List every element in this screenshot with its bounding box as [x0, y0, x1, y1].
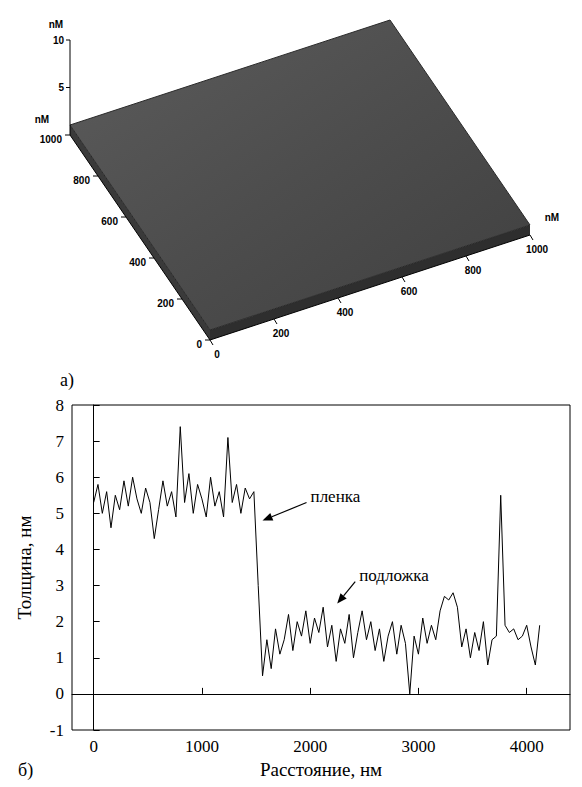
svg-text:1000: 1000: [185, 737, 219, 756]
svg-text:400: 400: [129, 257, 146, 268]
svg-text:0: 0: [89, 737, 98, 756]
svg-text:4: 4: [56, 540, 65, 559]
svg-text:nM: nM: [35, 114, 49, 125]
svg-text:nM: nM: [49, 19, 63, 30]
svg-text:5: 5: [56, 504, 65, 523]
svg-text:600: 600: [101, 216, 118, 227]
svg-text:200: 200: [157, 298, 174, 309]
svg-text:200: 200: [273, 328, 290, 339]
svg-text:2: 2: [56, 612, 65, 631]
svg-text:0: 0: [214, 349, 220, 360]
svg-text:800: 800: [465, 265, 482, 276]
svg-text:7: 7: [56, 432, 65, 451]
svg-text:б): б): [18, 760, 33, 781]
svg-text:-1: -1: [50, 721, 64, 740]
svg-text:3000: 3000: [401, 737, 435, 756]
svg-text:800: 800: [73, 175, 90, 186]
svg-text:1: 1: [56, 648, 65, 667]
svg-text:6: 6: [56, 468, 65, 487]
svg-text:2000: 2000: [293, 737, 327, 756]
svg-text:1000: 1000: [40, 134, 63, 145]
svg-text:10: 10: [53, 35, 65, 46]
svg-text:600: 600: [401, 286, 418, 297]
svg-text:Толщина, нм: Толщина, нм: [14, 516, 35, 620]
svg-text:4000: 4000: [510, 737, 544, 756]
svg-text:400: 400: [337, 307, 354, 318]
svg-text:а): а): [60, 370, 74, 391]
svg-text:0: 0: [196, 339, 202, 350]
svg-text:подложка: подложка: [359, 566, 429, 585]
svg-text:Расстояние, нм: Расстояние, нм: [260, 759, 382, 780]
svg-text:0: 0: [56, 684, 65, 703]
svg-text:nM: nM: [545, 212, 559, 223]
svg-text:3: 3: [56, 576, 65, 595]
svg-text:пленка: пленка: [311, 487, 361, 506]
svg-text:1000: 1000: [526, 244, 549, 255]
svg-text:8: 8: [56, 396, 65, 415]
svg-text:5: 5: [58, 82, 64, 93]
